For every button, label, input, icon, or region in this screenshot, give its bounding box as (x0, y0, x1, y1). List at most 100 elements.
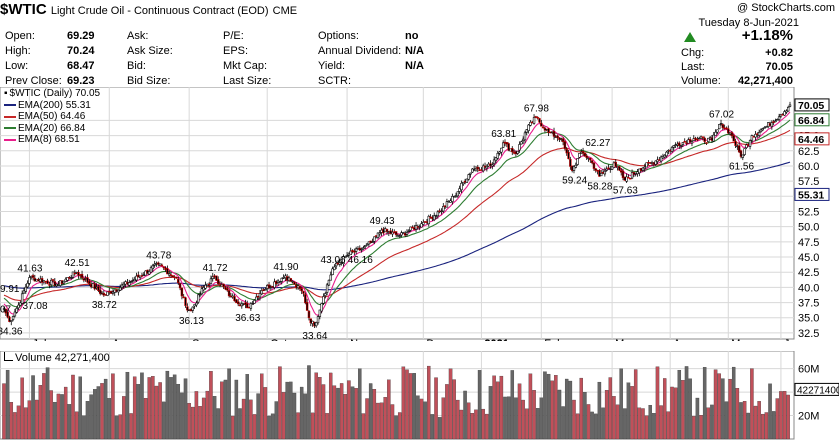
legend-item-ema50: EMA(50) 64.46 (4, 111, 100, 123)
candle-body (162, 266, 165, 269)
y-tick-label: 37.5 (798, 298, 819, 310)
legend-item-ema200: EMA(200) 55.31 (4, 100, 100, 112)
candle-body (500, 147, 503, 153)
price-annotation: 67.02 (709, 109, 734, 120)
volume-bar (492, 375, 496, 440)
volume-bar (710, 404, 714, 440)
x-month-label: May (731, 338, 752, 341)
volume-bar (140, 372, 144, 440)
volume-bar (31, 375, 35, 440)
volume-bar (405, 369, 409, 440)
candle-body (672, 145, 676, 148)
candle-body (120, 284, 124, 288)
volume-bar (71, 374, 75, 440)
candle-body (24, 286, 27, 292)
volume-bar (176, 383, 181, 440)
volume-bar (771, 411, 776, 440)
volume-bar (521, 399, 525, 440)
candle-body (576, 158, 579, 165)
candle-body (198, 294, 202, 296)
candle-body (712, 134, 715, 142)
volume-bar (470, 413, 475, 440)
candle-body (344, 256, 347, 258)
candle-body (258, 293, 262, 298)
candle-body (376, 232, 380, 238)
ema20-line (3, 119, 791, 308)
value-tag-box (794, 113, 830, 127)
candle-body (618, 166, 621, 171)
candle-body (694, 137, 697, 141)
volume-bar (746, 412, 750, 440)
volume-bar (60, 394, 64, 440)
candle-body (175, 276, 178, 279)
candle-body (427, 215, 430, 225)
volume-bar (525, 408, 529, 440)
candle-body (178, 283, 182, 289)
price-annotation: 38.72 (92, 300, 117, 311)
volume-bar (485, 413, 489, 440)
price-annotation: 33.64 (302, 331, 327, 341)
candle-body (291, 281, 294, 283)
candle-body (349, 250, 352, 256)
candle-body (603, 170, 607, 175)
candle-body (93, 283, 96, 290)
volume-bar (191, 406, 195, 440)
candle-body (10, 320, 13, 322)
candle-body (572, 166, 576, 171)
volume-bar (539, 397, 544, 440)
candle-body (761, 128, 764, 131)
volume-bar (561, 406, 565, 440)
candle-body (690, 141, 694, 144)
volume-bar (477, 370, 482, 440)
candle-body (665, 151, 668, 157)
candle-body (420, 223, 423, 228)
volume-bar (546, 373, 551, 440)
candle-body (641, 167, 645, 171)
candle-body (578, 153, 581, 158)
candle-body (329, 274, 332, 281)
y-tick-label: 52.5 (798, 206, 819, 218)
candle-body (547, 128, 550, 133)
candle-body (26, 282, 29, 288)
volume-bar (220, 381, 224, 440)
candle-body (80, 274, 84, 278)
candle-body (66, 277, 69, 281)
candle-body (734, 140, 737, 146)
volume-bar (390, 404, 395, 440)
candle-body (251, 303, 254, 305)
volume-bar (252, 414, 257, 440)
volume-bar (365, 398, 369, 440)
volume-bar (347, 380, 351, 440)
volume-bar (238, 408, 242, 440)
candle-body (300, 288, 303, 292)
volume-bar (24, 407, 28, 440)
y-tick-label: 47.5 (798, 237, 819, 249)
y-tick-label: 35.0 (798, 313, 819, 325)
candle-body (200, 288, 204, 295)
candle-body (745, 144, 748, 149)
volume-bar (103, 378, 108, 440)
last-label: Last: (681, 61, 705, 73)
x-month-label: Apr (673, 338, 690, 341)
candle-body (788, 104, 792, 107)
volume-bar (750, 368, 754, 440)
volume-bar (368, 383, 373, 440)
candle-body (167, 273, 171, 276)
candle-body (331, 268, 334, 275)
candle-body (320, 303, 323, 312)
candle-body (209, 278, 213, 284)
candle-body (17, 304, 20, 309)
volume-bar (9, 402, 14, 440)
volume-bar (768, 383, 772, 440)
candle-body (86, 277, 89, 283)
volume-bar (659, 405, 663, 440)
candle-body (556, 135, 559, 139)
volume-bar (623, 408, 627, 440)
volume-bar (78, 376, 82, 440)
volume-bar (713, 369, 718, 440)
volume-chart: 20M40M60M42271400 (0, 351, 839, 440)
volume-bar (198, 406, 202, 440)
volume-value-tag-box (794, 382, 839, 396)
candle-body (567, 151, 570, 160)
candle-body (260, 290, 263, 295)
